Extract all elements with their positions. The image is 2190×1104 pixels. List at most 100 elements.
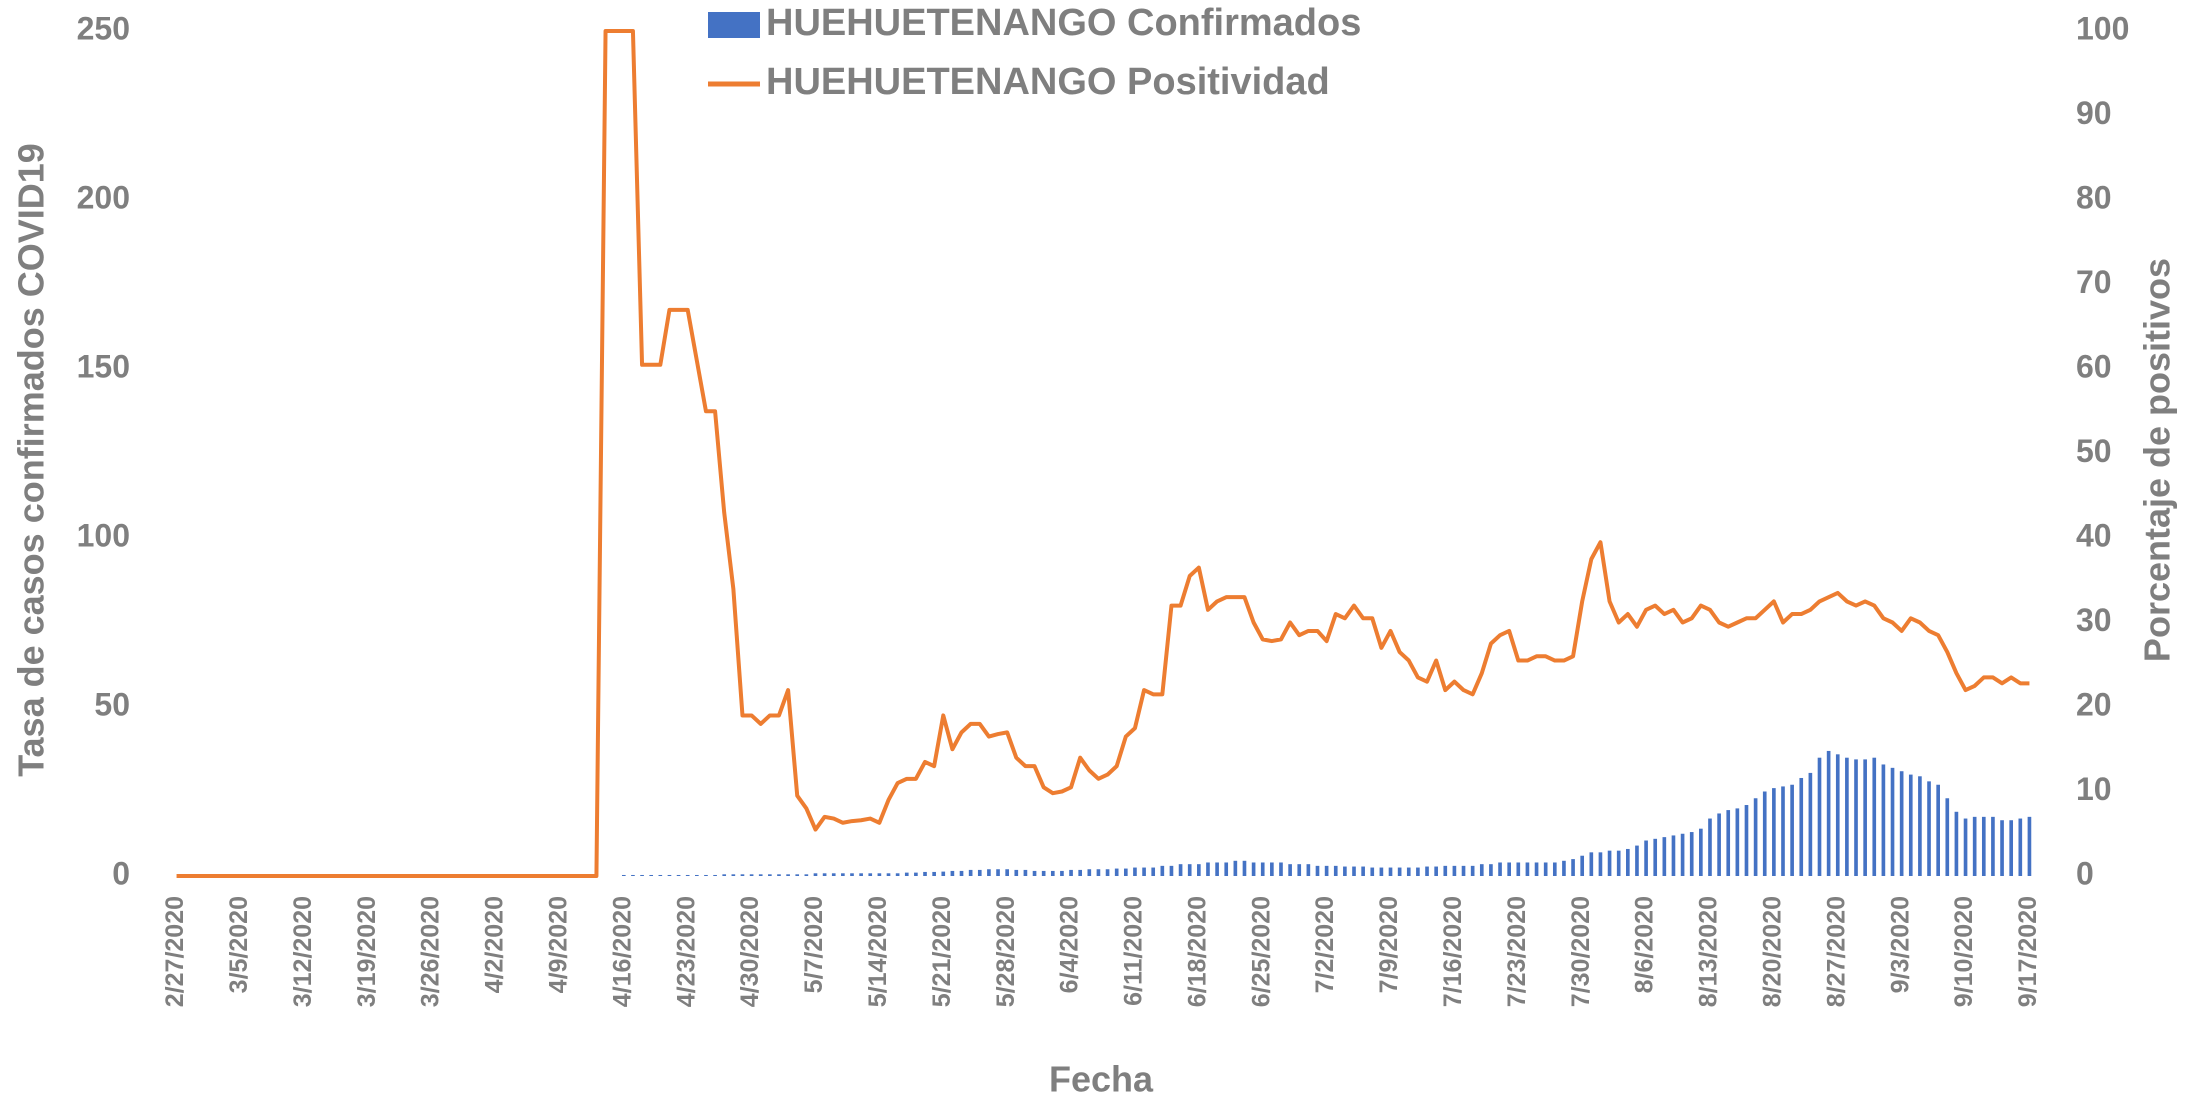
bar: [1680, 833, 1685, 876]
x-tick-label: 4/9/2020: [545, 896, 573, 993]
bar: [996, 869, 1000, 876]
bar: [1835, 754, 1840, 876]
x-tick-label: 3/5/2020: [225, 896, 253, 993]
bar: [795, 874, 800, 876]
bar: [1826, 750, 1831, 876]
x-tick-label: 7/2/2020: [1311, 896, 1339, 993]
bar: [685, 874, 690, 876]
x-tick-label: 5/7/2020: [800, 896, 828, 993]
legend-label: HUEHUETENANGO Confirmados: [766, 2, 1361, 44]
bar: [1416, 867, 1420, 876]
bar: [2000, 820, 2004, 876]
y2-tick-label: 60: [2076, 348, 2112, 384]
bar: [1251, 862, 1256, 876]
bar: [658, 874, 663, 876]
bar: [886, 873, 891, 876]
x-tick-label: 7/30/2020: [1567, 896, 1595, 1007]
y-tick-label: 150: [77, 348, 130, 384]
bar: [959, 870, 964, 876]
bar: [1644, 840, 1648, 876]
bar: [1936, 784, 1940, 876]
bar: [1991, 816, 1995, 876]
bar: [904, 872, 909, 876]
bar: [923, 871, 927, 876]
bar: [895, 873, 900, 876]
bar: [914, 872, 918, 876]
bar: [1352, 866, 1356, 876]
bar: [1005, 869, 1009, 876]
bar: [1324, 865, 1329, 876]
bar: [631, 874, 635, 876]
bar: [1197, 864, 1201, 876]
bar: [1972, 816, 1977, 876]
x-tick-label: 4/30/2020: [736, 896, 764, 1007]
y2-axis-title: Porcentaje de positivos: [2137, 258, 2178, 662]
bar: [1799, 777, 1804, 876]
bar: [1717, 813, 1721, 876]
bar: [1981, 816, 1986, 876]
x-tick-label: 4/2/2020: [481, 896, 509, 993]
bar: [813, 873, 818, 876]
bar: [1361, 866, 1365, 876]
bar: [1178, 864, 1183, 876]
bar: [1918, 776, 1922, 876]
x-tick-label: 2/27/2020: [161, 896, 189, 1007]
bar: [1726, 810, 1731, 876]
bar: [1014, 869, 1019, 876]
bar: [1854, 759, 1858, 876]
bar: [1406, 867, 1411, 876]
bar: [1133, 867, 1137, 876]
bar: [786, 874, 790, 876]
y2-tick-label: 30: [2076, 602, 2112, 638]
bar: [1543, 862, 1548, 876]
y-axis-title: Tasa de casos confirmados COVID19: [11, 143, 52, 777]
bar: [1863, 759, 1867, 876]
x-tick-label: 7/16/2020: [1439, 896, 1467, 1007]
bar: [1908, 774, 1913, 876]
bar: [868, 873, 873, 876]
bar: [1489, 864, 1493, 876]
bar: [1808, 772, 1813, 876]
bar: [1671, 835, 1676, 876]
x-tick-label: 3/19/2020: [353, 896, 381, 1007]
bar: [1699, 828, 1703, 876]
bar: [1635, 845, 1639, 876]
bar: [1753, 798, 1758, 876]
bar: [1607, 850, 1612, 876]
bar: [1279, 862, 1283, 876]
line: [176, 29, 2030, 878]
bar: [932, 871, 936, 876]
bar: [841, 873, 845, 876]
bar: [777, 874, 781, 876]
bar: [977, 869, 982, 876]
bar: [1023, 869, 1028, 876]
bar: [1881, 764, 1886, 876]
y2-tick-label: 20: [2076, 686, 2112, 722]
bar: [1534, 862, 1539, 876]
y2-tick-label: 0: [2076, 855, 2094, 891]
y2-tick-label: 10: [2076, 771, 2112, 807]
bar: [649, 874, 654, 876]
bar: [987, 869, 991, 876]
x-tick-label: 7/23/2020: [1503, 896, 1531, 1007]
bar: [1507, 862, 1511, 876]
bar: [1379, 867, 1384, 876]
x-tick-label: 4/23/2020: [672, 896, 700, 1007]
bar: [1580, 855, 1585, 876]
bar: [1899, 771, 1904, 876]
bar: [1123, 868, 1128, 876]
x-axis-title: Fecha: [1049, 1059, 1154, 1100]
bar: [1772, 788, 1776, 876]
bar: [850, 873, 854, 876]
bar: [1434, 866, 1438, 876]
x-tick-label: 9/3/2020: [1886, 896, 1914, 993]
bar: [859, 873, 863, 876]
bar: [1562, 860, 1566, 876]
y2-tick-label: 50: [2076, 433, 2112, 469]
bar: [1735, 808, 1740, 876]
bar: [2027, 816, 2032, 876]
bar: [831, 873, 836, 876]
x-tick-label: 6/11/2020: [1120, 896, 1148, 1006]
x-tick-label: 5/21/2020: [928, 896, 956, 1007]
